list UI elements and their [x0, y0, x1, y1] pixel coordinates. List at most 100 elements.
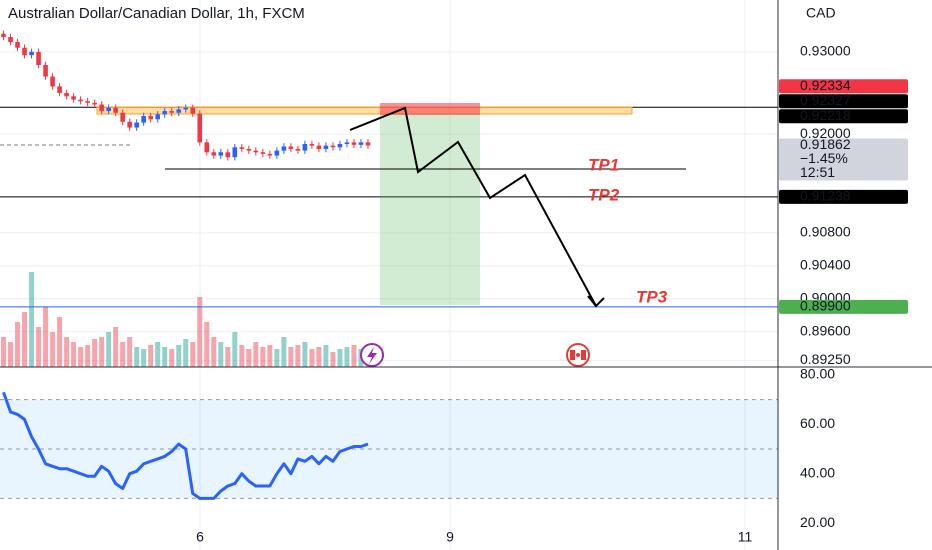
candle-body	[211, 152, 217, 156]
price-label-box	[779, 138, 908, 181]
candle-body	[134, 122, 139, 128]
volume-bar	[78, 347, 84, 367]
volume-bar	[71, 342, 77, 367]
candle-body	[267, 153, 273, 156]
y-tick-label: 80.00	[800, 366, 835, 382]
price-label-box	[779, 79, 908, 94]
candle-body	[288, 146, 294, 149]
candle-body	[281, 146, 287, 151]
y-tick-label: 0.93000	[800, 43, 851, 59]
candle-body	[169, 111, 175, 113]
stop-zone	[380, 103, 480, 115]
volume-bar	[169, 349, 175, 367]
volume-bar	[323, 345, 329, 367]
candle-body	[78, 99, 83, 102]
volume-bar	[281, 337, 287, 367]
volume-bar	[22, 312, 28, 367]
candle-body	[337, 144, 343, 148]
candle-body	[365, 142, 371, 146]
candle-body	[302, 144, 308, 151]
price-change: −1.45%	[800, 150, 848, 166]
axis-layer: 6 9 110.930000.920000.908000.904000.900000…	[196, 43, 908, 545]
volume-bar	[197, 297, 203, 367]
candle-body	[344, 142, 350, 145]
price-label: 0.91862	[800, 136, 851, 152]
volume-bar	[15, 322, 21, 367]
volume-bar	[211, 337, 217, 367]
target-zone	[380, 115, 480, 305]
tp2-label: TP2	[588, 185, 620, 204]
lightning-icon	[367, 347, 377, 364]
tp1-label: TP1	[588, 155, 619, 174]
volume-bar	[183, 339, 189, 367]
candle-body	[22, 47, 27, 56]
candle-body	[274, 150, 280, 156]
y-tick-label: 60.00	[800, 415, 835, 431]
y-tick-label: 0.89600	[800, 322, 851, 338]
candle-body	[120, 112, 125, 122]
y-tick-label: 0.90800	[800, 224, 851, 240]
x-tick-label: 11	[738, 529, 753, 545]
candle-body	[351, 142, 357, 145]
candle-body	[57, 86, 62, 93]
candle-body	[330, 145, 336, 148]
volume-bar	[57, 317, 63, 367]
volume-bar	[204, 322, 210, 367]
candle-body	[218, 152, 224, 156]
candle-body	[253, 150, 259, 153]
volume-bar	[351, 345, 357, 367]
price-label: 0.89900	[800, 298, 851, 314]
y-tick-label: 20.00	[800, 514, 835, 530]
volume-bar	[29, 272, 35, 367]
price-label-box	[779, 189, 908, 204]
volume-bar	[43, 307, 49, 367]
price-label: 0.92327	[800, 92, 851, 108]
volume-bar	[134, 347, 140, 367]
currency-label: CAD	[806, 5, 836, 21]
candle-body	[323, 145, 329, 149]
volume-bar	[239, 345, 245, 367]
candle-body	[127, 121, 132, 128]
volume-bar	[316, 347, 322, 367]
candle-body	[239, 147, 245, 149]
countdown: 12:51	[800, 164, 835, 180]
candle-body	[99, 104, 104, 112]
volume-bar	[8, 342, 14, 367]
volume-bar	[232, 332, 238, 367]
volume-bar	[309, 349, 315, 367]
candle-body	[92, 102, 97, 105]
tp3-label: TP3	[636, 287, 668, 306]
volume-bar	[85, 345, 91, 367]
volume-bar	[148, 345, 154, 367]
volume-bar	[176, 345, 182, 367]
candle-body	[29, 51, 34, 56]
volume-bar	[127, 337, 133, 367]
candle-body	[8, 37, 13, 42]
price-label-box	[779, 299, 908, 314]
candle-body	[358, 142, 364, 145]
candle-body	[106, 107, 111, 112]
candle-body	[183, 107, 189, 110]
price-label-box	[779, 94, 908, 109]
volume-bar	[155, 342, 161, 367]
candle-body	[197, 113, 203, 143]
candle-body	[190, 107, 196, 114]
volume-bar	[92, 339, 98, 367]
volume-bar	[190, 342, 196, 367]
projection-path	[349, 106, 597, 307]
volume-bar	[218, 342, 224, 367]
y-tick-label: 0.89250	[800, 351, 851, 367]
volume-bar	[120, 342, 126, 367]
volume-bar	[337, 349, 343, 367]
projection-arrowhead	[587, 295, 605, 308]
volume-bar	[99, 337, 105, 367]
candle-body	[232, 147, 238, 158]
x-tick-label: 6	[196, 529, 204, 545]
candle-body	[148, 116, 153, 120]
candle-body	[141, 116, 146, 123]
price-label: 0.91238	[800, 188, 851, 204]
series-layer	[1, 30, 371, 500]
candle-body	[225, 152, 231, 158]
